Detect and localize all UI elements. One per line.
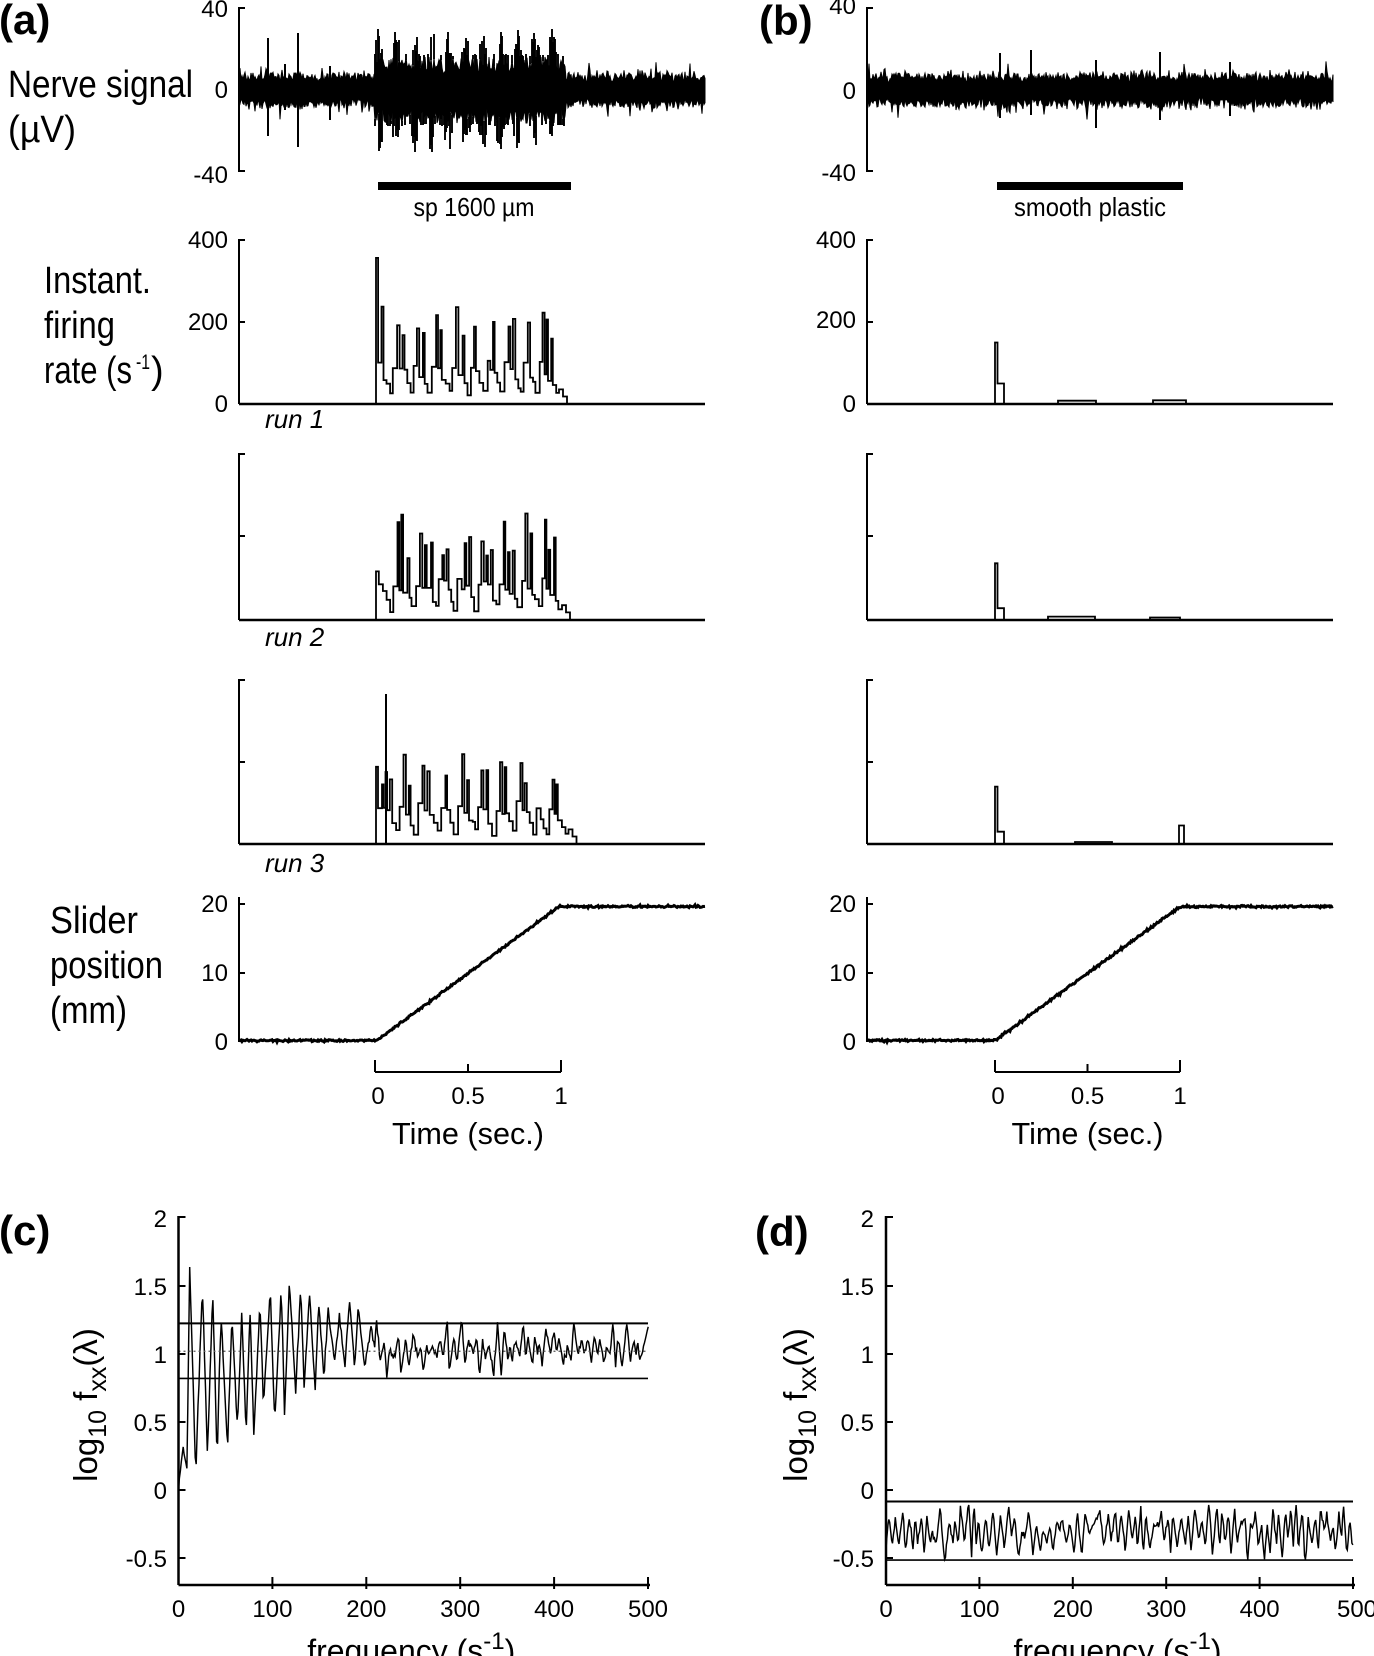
svg-text:100: 100 (252, 1596, 292, 1623)
svg-text:(a): (a) (0, 0, 50, 43)
svg-text:10: 10 (201, 960, 228, 987)
svg-text:10: 10 (829, 960, 856, 987)
svg-text:frequency (s-1): frequency (s-1) (1013, 1628, 1221, 1656)
svg-text:0.5: 0.5 (134, 1410, 167, 1437)
svg-text:300: 300 (1146, 1596, 1186, 1623)
svg-text:200: 200 (188, 309, 228, 336)
svg-text:): ) (151, 350, 164, 392)
svg-text:0: 0 (215, 1029, 228, 1056)
svg-text:1: 1 (154, 1342, 167, 1369)
svg-text:(µV): (µV) (8, 109, 76, 151)
svg-text:0.5: 0.5 (841, 1410, 874, 1437)
svg-text:sp 1600 µm: sp 1600 µm (414, 192, 535, 222)
svg-text:200: 200 (346, 1596, 386, 1623)
svg-text:0: 0 (843, 78, 856, 105)
svg-text:firing: firing (44, 305, 115, 347)
svg-text:40: 40 (829, 0, 856, 20)
svg-text:1: 1 (554, 1083, 567, 1110)
svg-text:run 2: run 2 (265, 622, 325, 652)
svg-text:0: 0 (172, 1596, 185, 1623)
svg-text:40: 40 (201, 0, 228, 23)
svg-text:run 3: run 3 (265, 848, 325, 878)
svg-text:200: 200 (816, 307, 856, 334)
svg-text:(b): (b) (759, 0, 813, 44)
svg-text:0: 0 (843, 391, 856, 418)
svg-text:-40: -40 (193, 162, 228, 189)
svg-text:400: 400 (534, 1596, 574, 1623)
svg-text:0: 0 (843, 1029, 856, 1056)
svg-text:run 1: run 1 (265, 404, 324, 434)
svg-text:(c): (c) (0, 1207, 50, 1254)
svg-text:0: 0 (215, 77, 228, 104)
svg-text:20: 20 (201, 891, 228, 918)
svg-text:500: 500 (628, 1596, 668, 1623)
svg-text:0: 0 (861, 1478, 874, 1505)
svg-text:smooth plastic: smooth plastic (1014, 192, 1166, 222)
svg-text:1: 1 (1173, 1083, 1186, 1110)
svg-text:200: 200 (1053, 1596, 1093, 1623)
svg-text:500: 500 (1337, 1596, 1374, 1623)
svg-text:Instant.: Instant. (44, 260, 151, 302)
svg-text:Slider: Slider (50, 900, 138, 942)
svg-text:(mm): (mm) (50, 990, 127, 1032)
svg-text:0: 0 (991, 1083, 1004, 1110)
svg-text:2: 2 (154, 1206, 167, 1233)
svg-text:1.5: 1.5 (841, 1274, 874, 1301)
svg-text:0: 0 (215, 391, 228, 418)
svg-text:1.5: 1.5 (134, 1274, 167, 1301)
svg-text:400: 400 (188, 227, 228, 254)
svg-text:(d): (d) (755, 1208, 809, 1255)
svg-text:1: 1 (861, 1342, 874, 1369)
svg-text:frequency (s-1): frequency (s-1) (307, 1628, 515, 1656)
svg-text:0.5: 0.5 (1071, 1083, 1104, 1110)
svg-text:400: 400 (1240, 1596, 1280, 1623)
svg-text:Time (sec.): Time (sec.) (392, 1116, 544, 1151)
svg-text:rate (s: rate (s (44, 350, 132, 392)
svg-text:2: 2 (861, 1206, 874, 1233)
svg-text:position: position (50, 945, 163, 987)
svg-text:100: 100 (959, 1596, 999, 1623)
svg-text:-1: -1 (136, 351, 150, 374)
svg-text:0: 0 (371, 1083, 384, 1110)
svg-text:0: 0 (879, 1596, 892, 1623)
svg-text:-0.5: -0.5 (833, 1546, 874, 1573)
svg-text:-40: -40 (821, 160, 856, 187)
svg-text:Nerve signal: Nerve signal (8, 64, 193, 106)
svg-text:400: 400 (816, 227, 856, 254)
svg-text:20: 20 (829, 891, 856, 918)
svg-text:300: 300 (440, 1596, 480, 1623)
svg-text:0: 0 (154, 1478, 167, 1505)
svg-text:0.5: 0.5 (451, 1083, 484, 1110)
svg-text:-0.5: -0.5 (126, 1546, 167, 1573)
svg-text:Time (sec.): Time (sec.) (1012, 1116, 1164, 1151)
